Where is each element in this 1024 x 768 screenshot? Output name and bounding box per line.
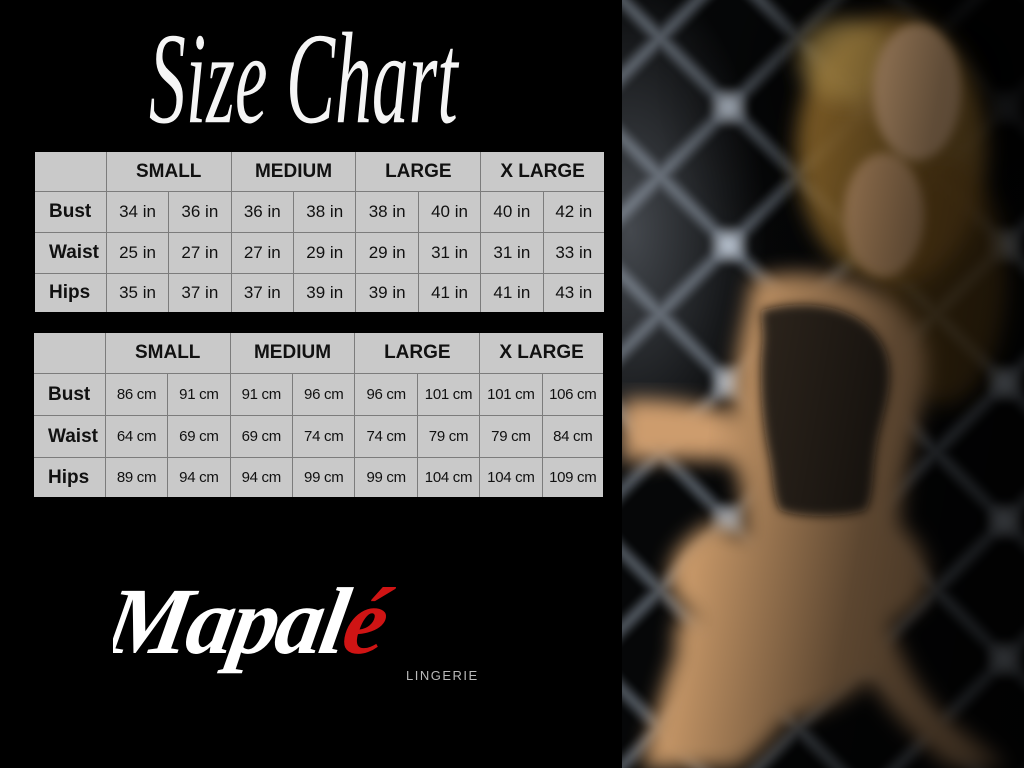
svg-text:Mapalé: Mapalé [113,569,400,674]
